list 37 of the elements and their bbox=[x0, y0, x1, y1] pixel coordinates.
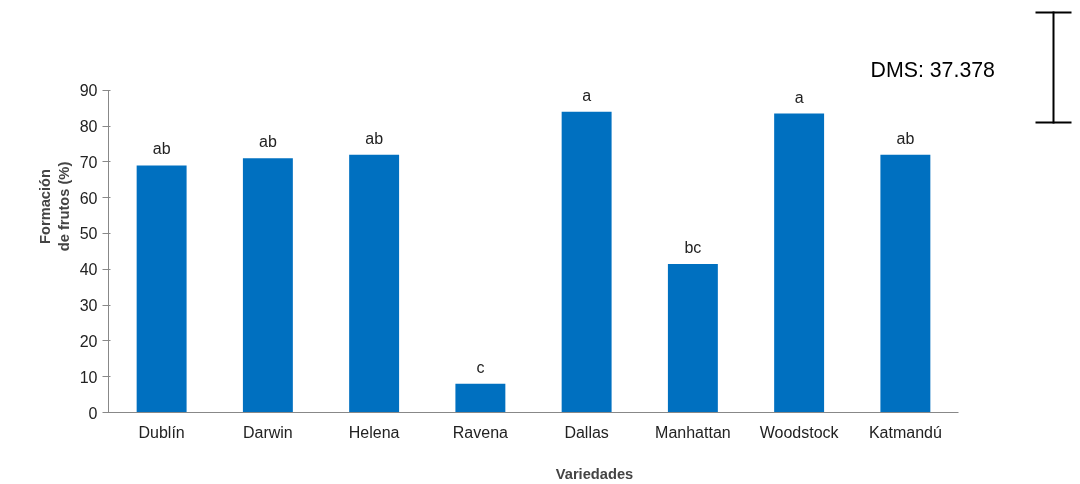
y-tick-label: 50 bbox=[79, 225, 98, 243]
y-tick-label: 40 bbox=[79, 261, 98, 279]
annotation: c bbox=[476, 358, 485, 376]
bar bbox=[774, 113, 825, 413]
y-tick-label: 80 bbox=[79, 118, 98, 136]
bar bbox=[880, 154, 931, 413]
x-tick-label: Dublín bbox=[138, 423, 185, 441]
y-tick-label: 30 bbox=[79, 297, 98, 315]
x-tick-label: Dallas bbox=[564, 423, 609, 441]
bar bbox=[561, 111, 612, 413]
bar bbox=[349, 154, 400, 413]
y-tick-label: 10 bbox=[79, 368, 98, 386]
x-axis-title: Variedades bbox=[555, 465, 634, 482]
annotation: ab bbox=[152, 140, 171, 158]
annotation: ab bbox=[365, 129, 384, 147]
y-tick-label: 90 bbox=[79, 82, 98, 100]
y-tick-label: 0 bbox=[88, 404, 98, 422]
y-axis-title: Formación de frutos (%) bbox=[36, 161, 72, 252]
y-tick-label: 60 bbox=[79, 189, 98, 207]
bar bbox=[455, 383, 506, 413]
x-tick-label: Ravena bbox=[452, 423, 509, 441]
bar bbox=[136, 165, 187, 413]
bar bbox=[667, 263, 718, 413]
x-tick-label: Helena bbox=[348, 423, 400, 441]
x-tick-label: Manhattan bbox=[655, 423, 731, 441]
annotation: ab bbox=[258, 133, 277, 151]
bar bbox=[242, 158, 293, 413]
y-tick-label: 70 bbox=[79, 153, 98, 171]
annotation: ab bbox=[896, 129, 915, 147]
annotation: a bbox=[794, 88, 804, 106]
x-tick-label: Darwin bbox=[242, 423, 293, 441]
annotation: a bbox=[582, 86, 592, 104]
text: DMS: 37.378 bbox=[870, 57, 995, 82]
x-tick-label: Woodstock bbox=[759, 423, 840, 441]
annotation: bc bbox=[684, 238, 702, 256]
y-tick-label: 20 bbox=[79, 332, 98, 350]
x-tick-label: Katmandú bbox=[868, 423, 942, 441]
